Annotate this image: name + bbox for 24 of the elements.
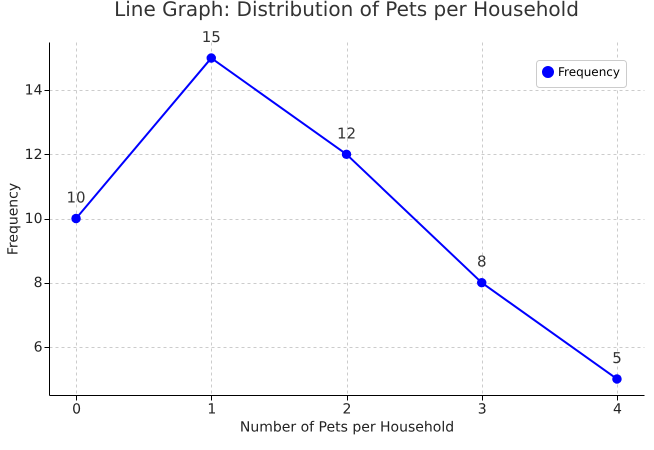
data-label: 10 xyxy=(66,188,86,206)
point xyxy=(612,374,622,384)
data-label: 15 xyxy=(202,28,221,46)
data-label: 5 xyxy=(612,348,622,367)
x-axis-title: Number of Pets per Household xyxy=(240,420,454,436)
x-tick-label: 3 xyxy=(478,402,487,418)
chart-title: Line Graph: Distribution of Pets per Household xyxy=(114,0,579,22)
y-tick-label: 8 xyxy=(34,275,42,292)
y-tick-label: 6 xyxy=(34,339,43,356)
data-label: 12 xyxy=(336,124,356,142)
x-tick-label: 1 xyxy=(207,402,216,418)
y-tick-label: 10 xyxy=(24,211,42,227)
legend-label: Frequency xyxy=(558,65,620,79)
point xyxy=(206,53,216,63)
x-tick-label: 2 xyxy=(342,402,352,418)
point xyxy=(476,278,486,288)
data-label: 8 xyxy=(476,252,486,271)
y-axis-title: Frequency xyxy=(6,182,22,256)
y-tick-label: 14 xyxy=(24,82,43,99)
x-tick-label: 0 xyxy=(72,402,82,418)
y-tick-label: 12 xyxy=(24,146,42,163)
point xyxy=(342,150,352,160)
x-tick-label: 4 xyxy=(612,402,622,418)
point xyxy=(71,214,81,224)
